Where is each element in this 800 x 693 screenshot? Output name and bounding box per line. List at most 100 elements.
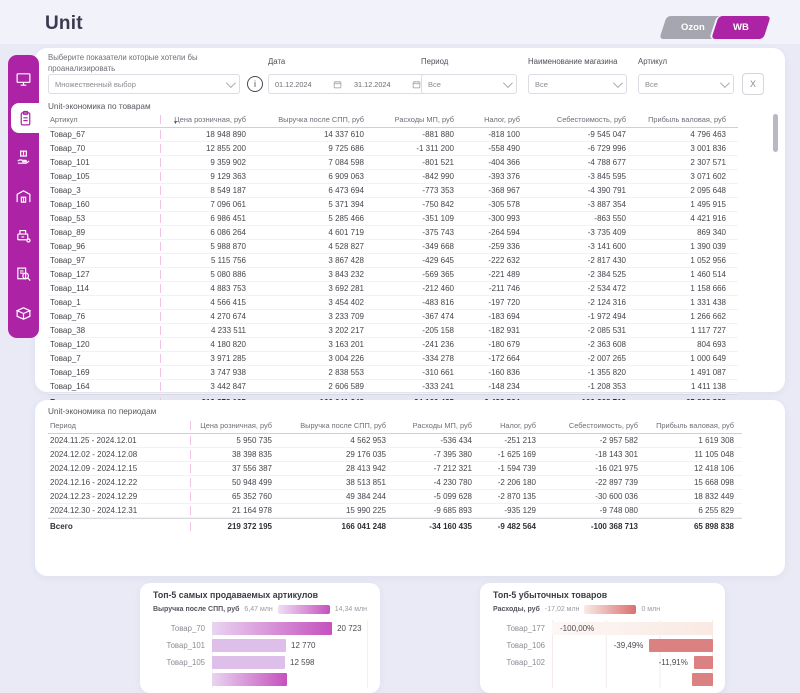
cell: 2 095 648	[632, 186, 732, 195]
table-row[interactable]: Товар_14 566 4153 454 402-483 816-197 72…	[48, 296, 738, 310]
chevron-down-icon	[613, 78, 623, 88]
cell: -148 234	[460, 382, 526, 391]
table-row[interactable]: Товар_1275 080 8863 843 232-569 365-221 …	[48, 268, 738, 282]
cell: Товар_89	[48, 228, 160, 237]
column-header[interactable]: Себестоимость, руб	[542, 421, 644, 430]
table-row[interactable]: Товар_384 233 5113 202 217-205 158-182 9…	[48, 324, 738, 338]
cell: -1 625 169	[478, 450, 542, 459]
cell: 9 129 363	[160, 172, 252, 181]
table-row[interactable]: Товар_536 986 4515 285 466-351 109-300 9…	[48, 212, 738, 226]
table-row[interactable]: Товар_73 971 2853 004 226-334 278-172 66…	[48, 352, 738, 366]
column-header[interactable]: Цена розничная, руб▼	[160, 115, 252, 124]
table-row[interactable]: Товар_1204 180 8203 163 201-241 236-180 …	[48, 338, 738, 352]
bar[interactable]	[212, 622, 332, 635]
bar[interactable]	[692, 673, 713, 686]
column-header[interactable]: Налог, руб	[478, 421, 542, 430]
bar-row: Товар_102-11,91%	[493, 654, 713, 671]
column-header[interactable]: Цена розничная, руб	[190, 421, 278, 430]
article-dropdown[interactable]: Все	[638, 74, 734, 94]
cell: 38 513 851	[278, 478, 392, 487]
table-row[interactable]: 2024.12.30 - 2024.12.3121 164 97815 990 …	[48, 504, 742, 518]
bar[interactable]	[212, 673, 287, 686]
sidebar-item-supply[interactable]	[8, 142, 39, 172]
table-row[interactable]: Товар_1019 359 9027 084 598-801 521-404 …	[48, 156, 738, 170]
table-row[interactable]: Товар_1144 883 7533 692 281-212 460-211 …	[48, 282, 738, 296]
column-header[interactable]: Выручка после СПП, руб	[252, 115, 370, 124]
cell: -2 534 472	[526, 284, 632, 293]
column-header[interactable]: Выручка после СПП, руб	[278, 421, 392, 430]
table-row[interactable]: Товар_1059 129 3636 909 063-842 990-393 …	[48, 170, 738, 184]
column-header[interactable]: Прибыль валовая, руб	[632, 115, 732, 124]
clear-filters-button[interactable]: X	[742, 73, 764, 95]
bar[interactable]	[694, 656, 713, 669]
column-header[interactable]: Прибыль валовая, руб	[644, 421, 740, 430]
table-row[interactable]: Товар_1693 747 9382 838 553-310 661-160 …	[48, 366, 738, 380]
bar[interactable]	[649, 639, 713, 652]
table-row[interactable]: Товар_7012 855 2009 725 686-1 311 200-55…	[48, 142, 738, 156]
cell: 18 948 890	[160, 130, 252, 139]
cell: Товар_160	[48, 200, 160, 209]
cell: 9 359 902	[160, 158, 252, 167]
cell: Товар_114	[48, 284, 160, 293]
column-header[interactable]: Себестоимость, руб	[526, 115, 632, 124]
cell: 869 340	[632, 228, 732, 237]
info-icon[interactable]: i	[247, 76, 263, 92]
cell: Товар_3	[48, 186, 160, 195]
sidebar-item-products[interactable]	[8, 299, 39, 329]
cell: -3 887 354	[526, 200, 632, 209]
column-header[interactable]: Артикул	[48, 115, 160, 124]
search-report-icon	[15, 266, 32, 283]
cell: 7 084 598	[252, 158, 370, 167]
cell: -16 021 975	[542, 464, 644, 473]
table-row[interactable]: 2024.12.02 - 2024.12.0838 398 83529 176 …	[48, 448, 742, 462]
table-row[interactable]: 2024.11.25 - 2024.12.015 950 7354 562 95…	[48, 434, 742, 448]
tab-wb[interactable]: WB	[711, 16, 770, 39]
table-scrollbar-thumb[interactable]	[773, 114, 778, 152]
date-to-field[interactable]: 31.12.2024	[348, 80, 427, 89]
table-row[interactable]: Товар_1643 442 8472 606 589-333 241-148 …	[48, 380, 738, 394]
bar-category-label: Товар_102	[493, 658, 552, 667]
chevron-down-icon	[226, 78, 236, 88]
store-dropdown[interactable]: Все	[528, 74, 627, 94]
cell: 3 454 402	[252, 298, 370, 307]
table-row[interactable]: 2024.12.23 - 2024.12.2965 352 76049 384 …	[48, 490, 742, 504]
column-header[interactable]: Период	[48, 421, 190, 430]
table-row[interactable]: Товар_965 988 8704 528 827-349 668-259 3…	[48, 240, 738, 254]
cell: 1 491 087	[632, 368, 732, 377]
bar[interactable]	[212, 656, 285, 669]
sidebar-item-analytics[interactable]	[8, 260, 39, 290]
date-from-value: 01.12.2024	[275, 80, 312, 89]
sidebar-item-unit-report[interactable]	[11, 103, 39, 133]
column-header[interactable]: Расходы МП, руб	[370, 115, 460, 124]
column-header[interactable]: Налог, руб	[460, 115, 526, 124]
column-header[interactable]: Расходы МП, руб	[392, 421, 478, 430]
metrics-multiselect-dropdown[interactable]: Множественный выбор	[48, 74, 240, 94]
table-row[interactable]: Товар_764 270 6743 233 709-367 474-183 6…	[48, 310, 738, 324]
table-row[interactable]: 2024.12.16 - 2024.12.2250 948 49938 513 …	[48, 476, 742, 490]
period-dropdown[interactable]: Все	[421, 74, 517, 94]
sidebar-item-finance[interactable]	[8, 221, 39, 251]
cell: -212 460	[370, 284, 460, 293]
cell: -305 578	[460, 200, 526, 209]
table-row[interactable]: Товар_38 549 1876 473 694-773 353-368 96…	[48, 184, 738, 198]
cell: -2 870 135	[478, 492, 542, 501]
bar-track: 12 770	[212, 637, 368, 654]
table-row[interactable]: Товар_896 086 2644 601 719-375 743-264 5…	[48, 226, 738, 240]
cell: -18 143 301	[542, 450, 644, 459]
cell: 1 052 956	[632, 256, 732, 265]
date-from-field[interactable]: 01.12.2024	[269, 80, 348, 89]
cell: -205 158	[370, 326, 460, 335]
cell: 65 898 838	[644, 522, 740, 531]
table-row[interactable]: 2024.12.09 - 2024.12.1537 556 38728 413 …	[48, 462, 742, 476]
bar-value-label: 12 770	[291, 641, 315, 650]
cell: 3 004 226	[252, 354, 370, 363]
cell: Товар_105	[48, 172, 160, 181]
table-row[interactable]: Товар_6718 948 89014 337 610-881 880-818…	[48, 128, 738, 142]
bar-value-label: -39,49%	[614, 641, 644, 650]
sidebar-item-dashboard[interactable]	[8, 64, 39, 94]
table-row[interactable]: Товар_975 115 7563 867 428-429 645-222 6…	[48, 254, 738, 268]
cell: 5 080 886	[160, 270, 252, 279]
bar[interactable]	[212, 639, 286, 652]
sidebar-item-warehouse[interactable]	[8, 181, 39, 211]
table-row[interactable]: Товар_1607 096 0615 371 394-750 842-305 …	[48, 198, 738, 212]
